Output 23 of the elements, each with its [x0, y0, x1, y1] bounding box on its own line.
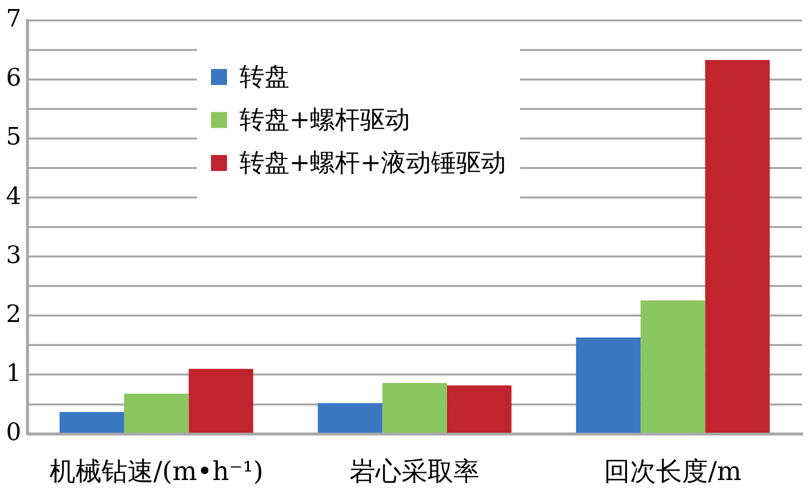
bar: [188, 368, 254, 433]
bar: [446, 385, 512, 433]
bar: [576, 338, 641, 433]
bar: [382, 383, 447, 433]
y-tick-label: 0: [6, 418, 22, 446]
bar: [705, 60, 770, 433]
y-tick-label: 7: [6, 4, 22, 33]
y-tick-label: 6: [6, 64, 22, 92]
x-tick-label: 机械钻速/(m•h⁻¹): [49, 457, 264, 488]
legend-label: 转盘: [239, 61, 290, 94]
x-tick-label: 回次长度/m: [604, 457, 742, 488]
bar: [124, 394, 189, 433]
bar: [640, 300, 706, 433]
y-tick-label: 4: [6, 182, 22, 210]
y-tick-label: 2: [6, 300, 22, 328]
bar: [60, 412, 124, 433]
y-tick-label: 1: [6, 358, 22, 387]
y-tick-label: 5: [6, 122, 22, 151]
x-tick-label: 岩心采取率: [350, 457, 480, 488]
legend-label: 转盘+螺杆+液动锤驱动: [239, 147, 506, 180]
bar: [318, 403, 382, 433]
y-tick-label: 3: [6, 240, 22, 269]
legend-label: 转盘+螺杆驱动: [239, 104, 410, 136]
